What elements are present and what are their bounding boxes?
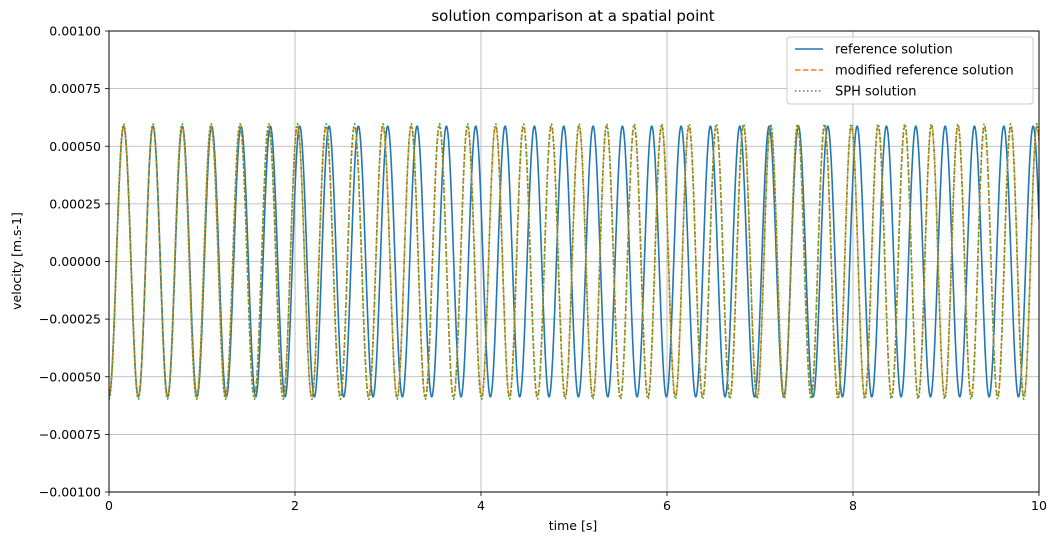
y-tick-label: 0.00025 <box>49 196 101 211</box>
x-tick-label: 4 <box>477 498 485 513</box>
legend: reference solution modified reference sol… <box>786 36 1034 105</box>
series-line-1 <box>109 125 1039 398</box>
x-axis-label: time [s] <box>549 518 597 533</box>
y-tick-label: 0.00100 <box>49 24 101 39</box>
series-line-2 <box>109 125 1039 398</box>
x-tick-label: 0 <box>105 498 113 513</box>
y-tick-label: 0.00075 <box>49 81 101 96</box>
y-tick-label: −0.00050 <box>39 369 101 384</box>
legend-entry: modified reference solution <box>835 64 1014 79</box>
series-line-3 <box>109 122 1039 401</box>
y-tick-label: −0.00100 <box>39 485 101 500</box>
y-tick-label: 0.00000 <box>49 254 101 269</box>
series-layer <box>109 122 1039 401</box>
y-tick-label: 0.00050 <box>49 139 101 154</box>
x-tick-label: 10 <box>1031 498 1047 513</box>
x-axis: 0 2 4 6 8 10 <box>105 492 1047 513</box>
legend-entry: reference solution <box>835 43 953 58</box>
chart-title: solution comparison at a spatial point <box>431 7 714 25</box>
x-tick-label: 8 <box>849 498 857 513</box>
y-tick-label: −0.00075 <box>39 427 101 442</box>
y-tick-label: −0.00025 <box>39 312 101 327</box>
x-tick-label: 6 <box>663 498 671 513</box>
y-axis-label: velocity [m.s-1] <box>9 212 24 310</box>
y-axis: −0.00100 −0.00075 −0.00050 −0.00025 0.00000 0… <box>39 24 109 500</box>
x-tick-label: 2 <box>291 498 299 513</box>
legend-box <box>786 36 1034 105</box>
legend-entry: SPH solution <box>835 85 916 100</box>
